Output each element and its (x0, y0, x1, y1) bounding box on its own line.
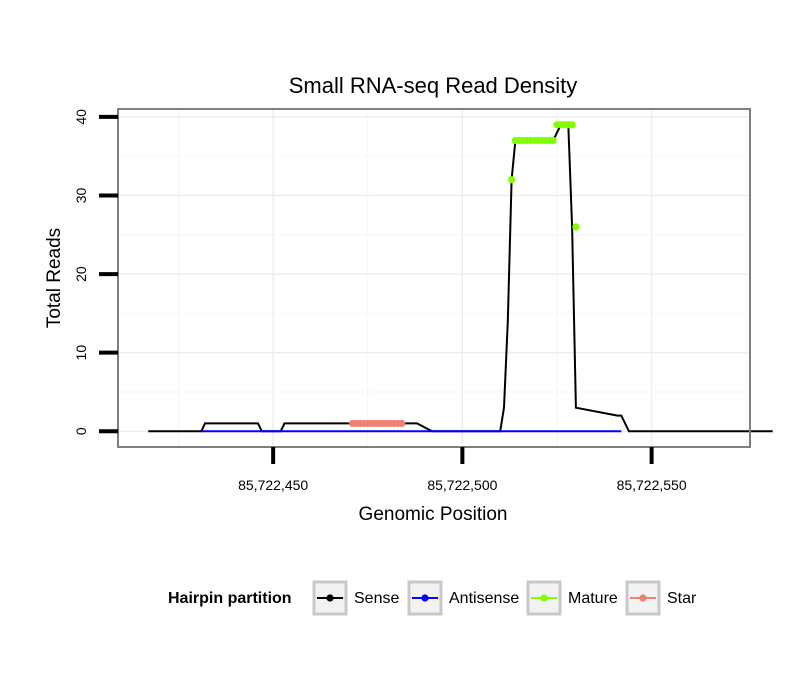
mature-point (572, 223, 580, 231)
legend-label-antisense: Antisense (449, 590, 519, 607)
plot-panel-border (117, 108, 751, 448)
x-tick-label: 85,722,500 (427, 477, 497, 493)
chart-title: Small RNA-seq Read Density (289, 73, 578, 98)
legend-point-sense (326, 594, 334, 602)
y-tick-label: 20 (73, 266, 89, 282)
legend-label-star: Star (667, 590, 697, 607)
legend: Hairpin partition Sense Antisense Mature St… (168, 580, 697, 616)
x-axis-label: Genomic Position (359, 504, 508, 525)
legend-point-mature (540, 594, 548, 602)
legend-label-mature: Mature (568, 590, 618, 607)
x-tick-label: 85,722,450 (238, 477, 308, 493)
axes: 85,722,450 85,722,500 85,722,550 0 10 20 30 40 (73, 109, 687, 493)
y-tick-label: 10 (73, 345, 89, 361)
mature-point (549, 136, 557, 145)
x-tick-label: 85,722,550 (617, 477, 687, 493)
legend-title: Hairpin partition (168, 590, 292, 607)
grid-lines (118, 109, 750, 447)
mature-point (507, 176, 516, 184)
y-tick-label: 0 (73, 427, 89, 435)
series-layer (148, 121, 773, 433)
mature-point (568, 121, 576, 129)
star-point (398, 419, 406, 428)
y-tick-label: 40 (73, 109, 89, 125)
legend-point-star (639, 594, 647, 602)
y-axis-label: Total Reads (44, 228, 65, 328)
legend-label-sense: Sense (354, 590, 399, 607)
y-tick-label: 30 (73, 187, 89, 203)
legend-point-antisense (421, 594, 429, 602)
